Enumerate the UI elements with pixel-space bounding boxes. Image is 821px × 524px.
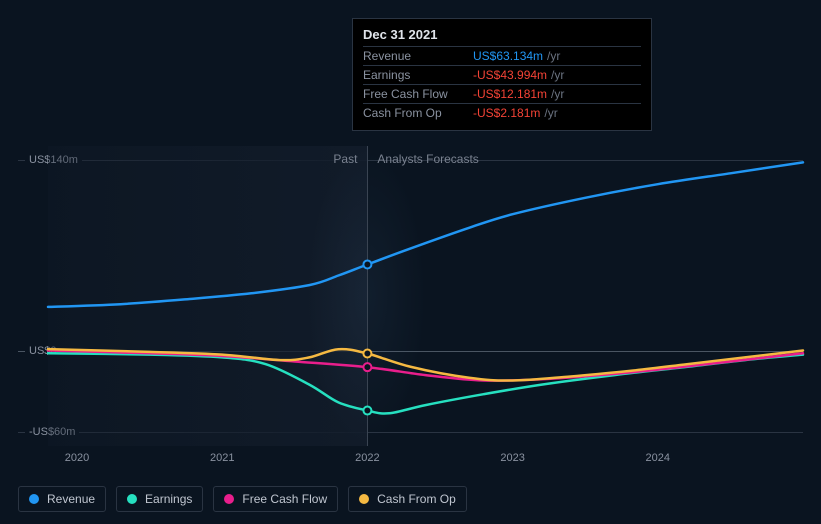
marker-fcf bbox=[363, 363, 371, 371]
legend-item-revenue[interactable]: Revenue bbox=[18, 486, 106, 512]
series-earnings bbox=[48, 353, 803, 413]
tooltip-value: -US$12.181m bbox=[473, 87, 547, 101]
x-tick-label: 2023 bbox=[500, 452, 524, 464]
tooltip-key: Revenue bbox=[363, 49, 473, 63]
legend-label: Earnings bbox=[145, 492, 192, 506]
legend-label: Free Cash Flow bbox=[242, 492, 327, 506]
tooltip-value: US$63.134m bbox=[473, 49, 543, 63]
legend-item-fcf[interactable]: Free Cash Flow bbox=[213, 486, 338, 512]
legend-swatch bbox=[127, 494, 137, 504]
tooltip-row: Cash From Op-US$2.181m/yr bbox=[363, 103, 641, 122]
data-tooltip: Dec 31 2021 RevenueUS$63.134m/yrEarnings… bbox=[352, 18, 652, 131]
tooltip-unit: /yr bbox=[547, 49, 560, 63]
legend-item-cfo[interactable]: Cash From Op bbox=[348, 486, 467, 512]
tooltip-key: Cash From Op bbox=[363, 106, 473, 120]
x-tick-label: 2020 bbox=[65, 452, 89, 464]
tooltip-value: -US$43.994m bbox=[473, 68, 547, 82]
legend-swatch bbox=[224, 494, 234, 504]
tooltip-key: Free Cash Flow bbox=[363, 87, 473, 101]
tooltip-row: Free Cash Flow-US$12.181m/yr bbox=[363, 84, 641, 103]
tooltip-row: Earnings-US$43.994m/yr bbox=[363, 65, 641, 84]
tooltip-unit: /yr bbox=[551, 87, 564, 101]
tooltip-key: Earnings bbox=[363, 68, 473, 82]
x-tick-label: 2021 bbox=[210, 452, 234, 464]
chart-plot-area[interactable] bbox=[18, 146, 803, 446]
legend-item-earnings[interactable]: Earnings bbox=[116, 486, 203, 512]
legend-swatch bbox=[359, 494, 369, 504]
marker-cfo bbox=[363, 350, 371, 358]
legend-swatch bbox=[29, 494, 39, 504]
marker-earnings bbox=[363, 407, 371, 415]
x-tick-label: 2022 bbox=[355, 452, 379, 464]
tooltip-date: Dec 31 2021 bbox=[363, 27, 641, 42]
chart-legend: Revenue Earnings Free Cash Flow Cash From O… bbox=[18, 486, 467, 512]
legend-label: Revenue bbox=[47, 492, 95, 506]
marker-revenue bbox=[363, 260, 371, 268]
x-tick-label: 2024 bbox=[646, 452, 670, 464]
series-revenue bbox=[48, 162, 803, 307]
tooltip-unit: /yr bbox=[551, 68, 564, 82]
tooltip-value: -US$2.181m bbox=[473, 106, 540, 120]
tooltip-row: RevenueUS$63.134m/yr bbox=[363, 46, 641, 65]
legend-label: Cash From Op bbox=[377, 492, 456, 506]
tooltip-unit: /yr bbox=[544, 106, 557, 120]
financial-forecast-chart: US$140mUS$0-US$60m 20202021202220232024 … bbox=[0, 0, 821, 524]
